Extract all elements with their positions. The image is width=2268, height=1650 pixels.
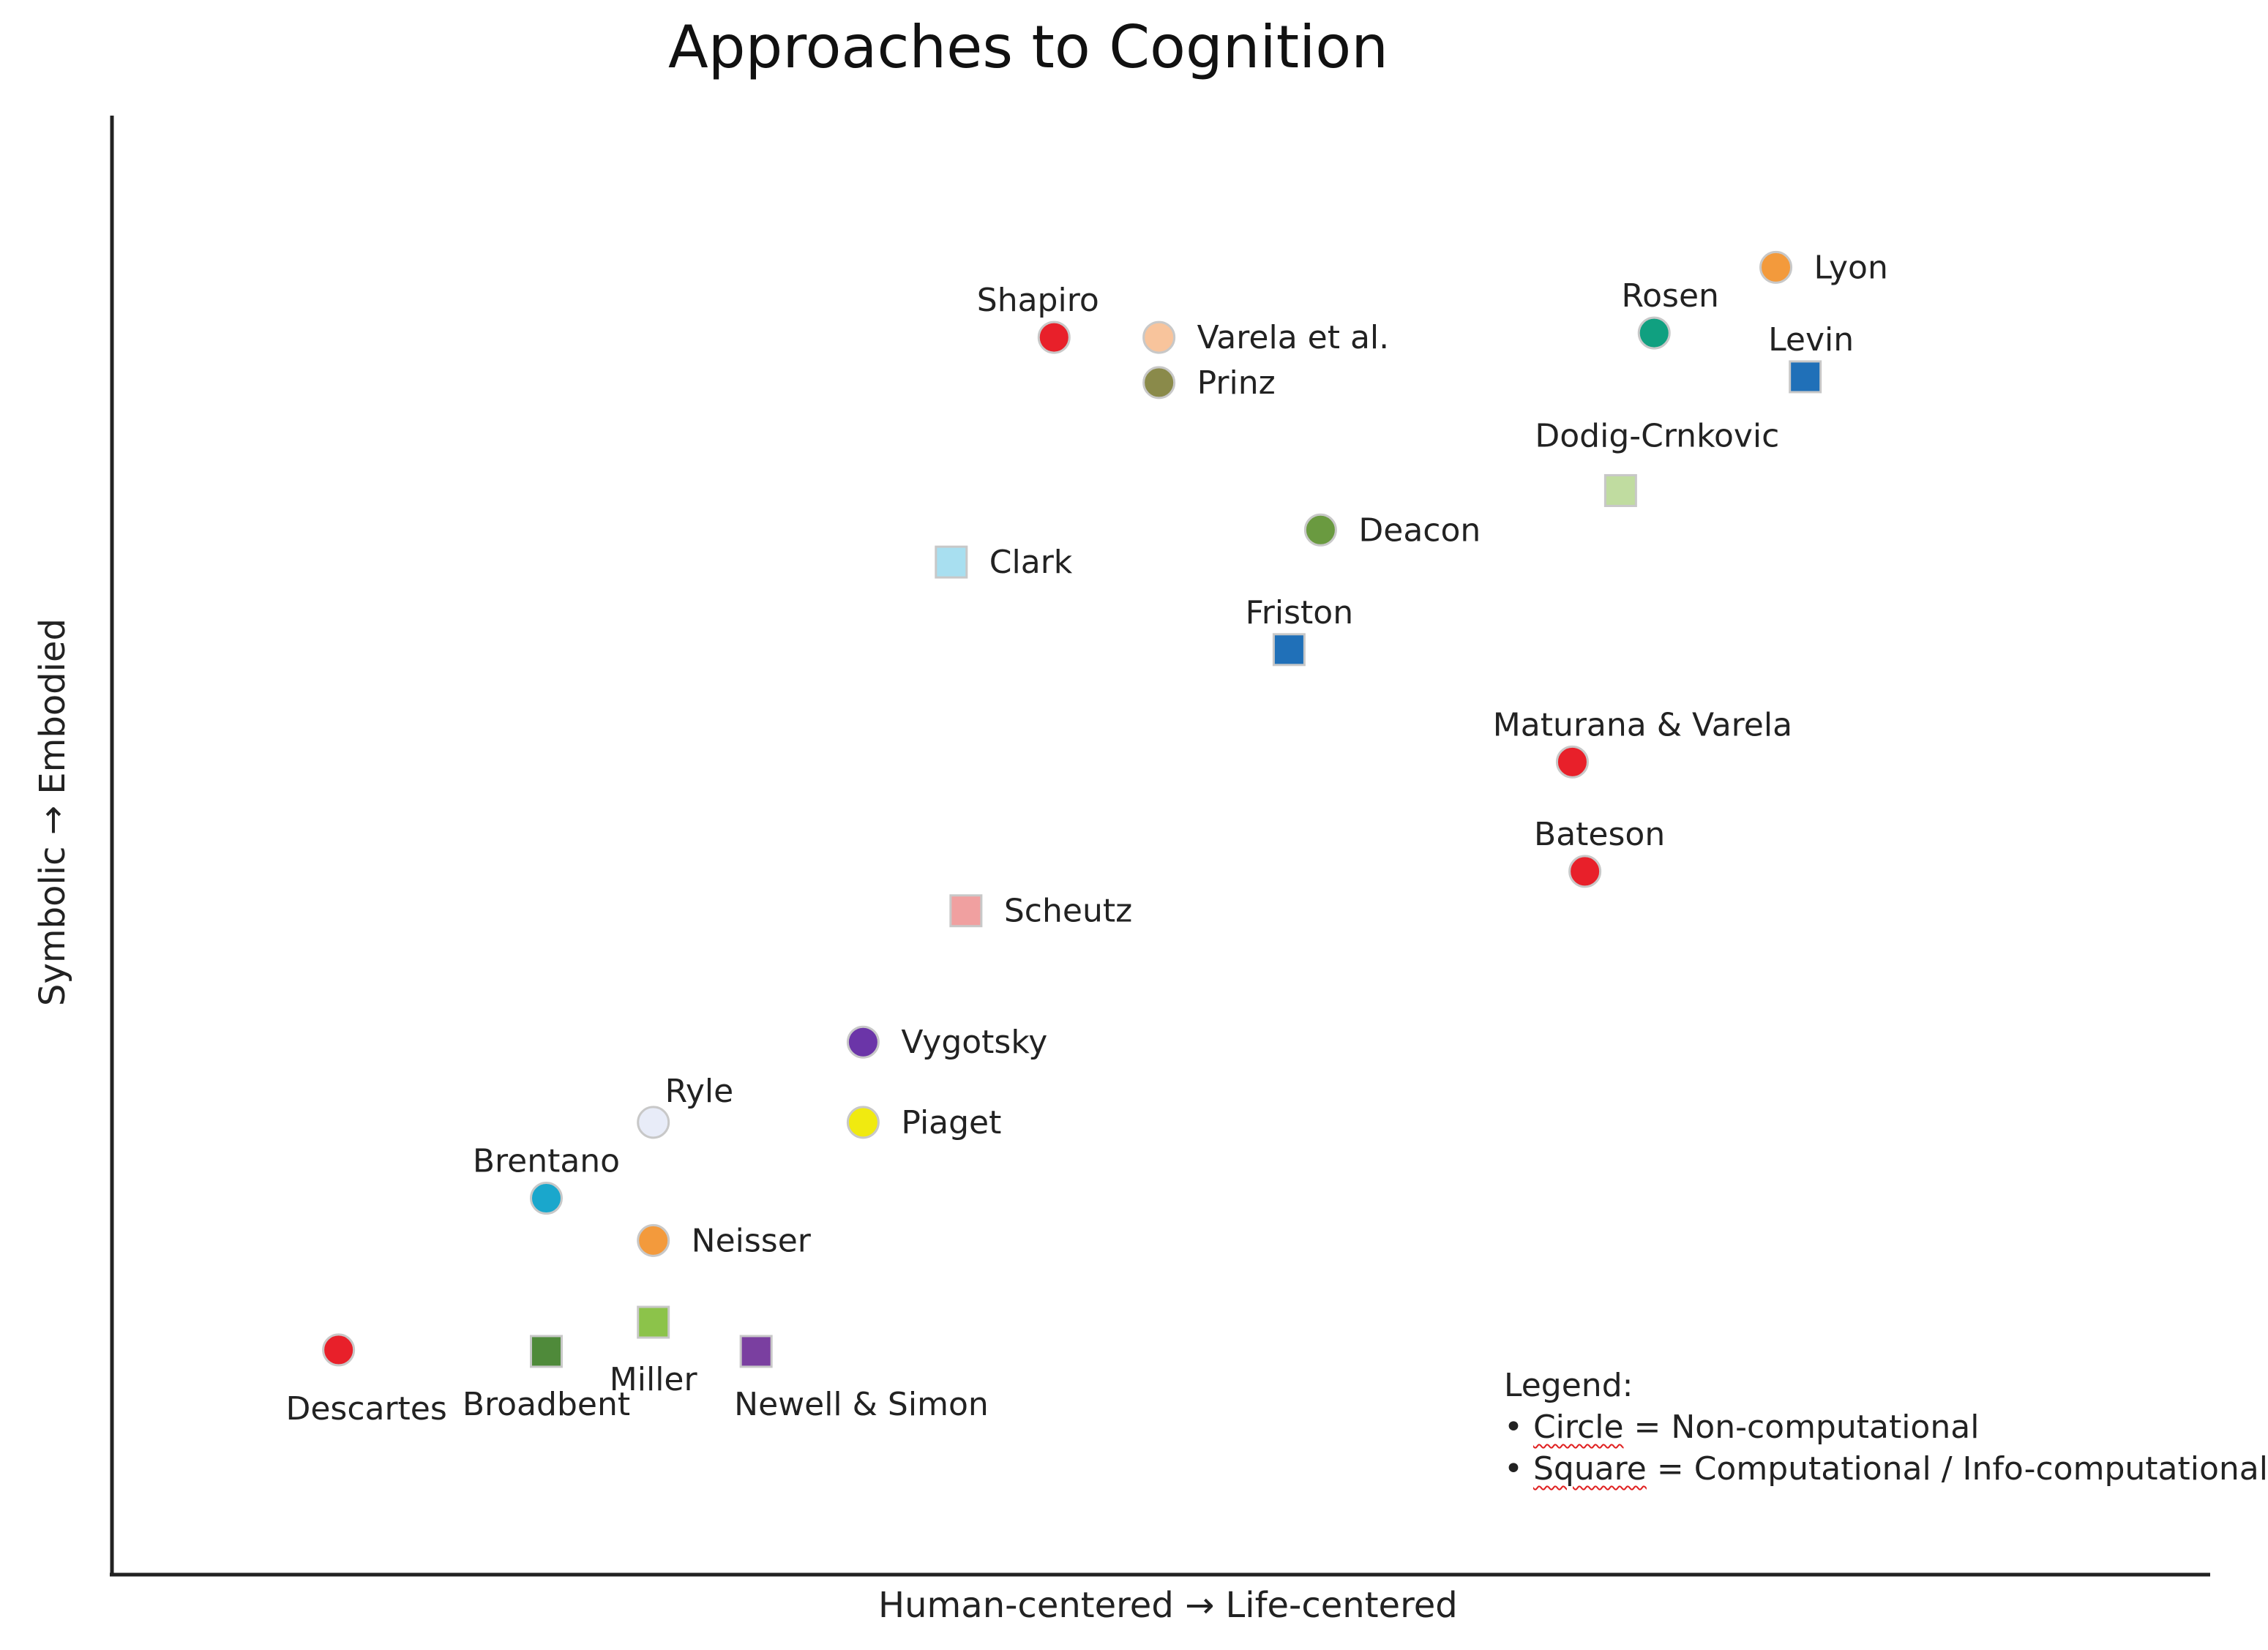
label-dodig-crnkovic: Dodig-Crnkovic <box>1535 417 1779 454</box>
label-deacon: Deacon <box>1358 511 1481 549</box>
label-friston: Friston <box>1246 594 1353 631</box>
legend-text-square: = Computational / Info-computational <box>1646 1450 2268 1488</box>
label-shapiro: Shapiro <box>977 282 1099 319</box>
legend-bullet: • <box>1504 1450 1523 1488</box>
label-maturana-varela: Maturana & Varela <box>1493 706 1792 743</box>
point-prinz <box>1142 366 1176 400</box>
label-piaget: Piaget <box>901 1104 1001 1141</box>
point-piaget <box>846 1106 880 1139</box>
label-vygotsky: Vygotsky <box>901 1024 1047 1061</box>
legend-text-circle: = Non-computational <box>1623 1409 1980 1446</box>
label-rosen: Rosen <box>1622 277 1719 315</box>
label-scheutz: Scheutz <box>1004 893 1132 930</box>
label-neisser: Neisser <box>692 1222 812 1259</box>
x-axis-label: Human-centered → Life-centered <box>878 1585 1458 1626</box>
label-ryle: Ryle <box>665 1073 734 1110</box>
legend-keyword-circle: Circle <box>1532 1409 1624 1446</box>
point-scheutz <box>949 894 983 928</box>
legend-bullet: • <box>1504 1409 1523 1446</box>
label-newell-simon: Newell & Simon <box>734 1386 989 1423</box>
label-brentano: Brentano <box>473 1143 620 1180</box>
label-prinz: Prinz <box>1197 364 1276 402</box>
legend: Legend: • Circle = Non-computational • S… <box>1504 1365 2268 1490</box>
label-bateson: Bateson <box>1534 816 1665 853</box>
label-clark: Clark <box>989 544 1073 581</box>
y-axis-label: Symbolic → Embodied <box>32 618 73 1006</box>
point-maturana-varela <box>1555 745 1589 779</box>
point-vygotsky <box>846 1025 880 1059</box>
point-brentano <box>529 1182 563 1215</box>
point-rosen <box>1637 316 1671 350</box>
label-lyon: Lyon <box>1814 249 1888 286</box>
point-neisser <box>637 1223 670 1257</box>
label-miller: Miller <box>610 1361 698 1398</box>
point-levin <box>1789 360 1822 394</box>
point-ryle <box>637 1106 670 1139</box>
point-deacon <box>1303 513 1337 547</box>
label-varela-et-al: Varela et al. <box>1197 319 1390 356</box>
point-lyon <box>1759 250 1793 284</box>
point-clark <box>935 545 968 579</box>
legend-title: Legend: <box>1504 1367 1633 1404</box>
label-levin: Levin <box>1768 321 1854 359</box>
point-bateson <box>1568 855 1602 888</box>
label-broadbent: Broadbent <box>463 1386 630 1423</box>
label-descartes: Descartes <box>285 1390 446 1428</box>
chart-title: Approaches to Cognition <box>668 13 1388 81</box>
point-miller <box>637 1305 670 1339</box>
legend-item-square: • Square = Computational / Info-computat… <box>1504 1448 2268 1490</box>
point-broadbent <box>529 1335 563 1368</box>
point-friston <box>1272 633 1306 667</box>
legend-item-circle: • Circle = Non-computational <box>1504 1406 2268 1448</box>
point-shapiro <box>1037 320 1071 354</box>
point-dodig-crnkovic <box>1603 473 1637 507</box>
point-varela-et-al <box>1142 320 1176 354</box>
legend-keyword-square: Square <box>1532 1450 1647 1488</box>
point-newell-simon <box>739 1335 773 1368</box>
point-descartes <box>322 1333 356 1367</box>
